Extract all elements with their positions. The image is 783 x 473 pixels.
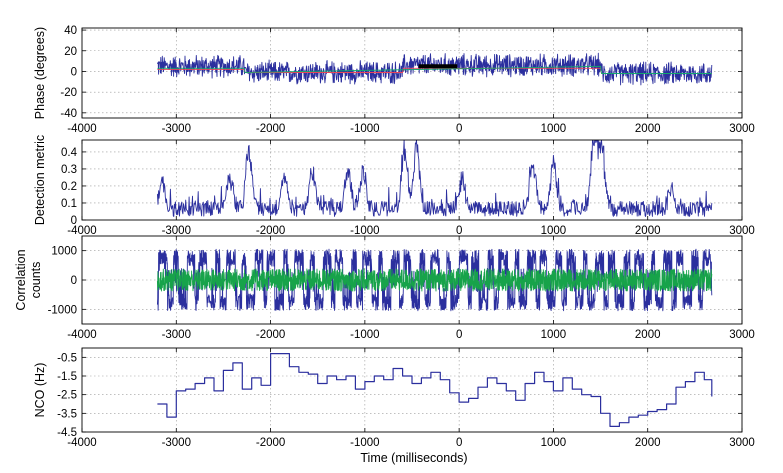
x-tick-label: 2000: [635, 437, 661, 449]
x-tick-label: 1000: [541, 329, 567, 341]
series-line-1: [157, 353, 713, 427]
x-tick-label: -1000: [350, 225, 379, 237]
chart-panel-1: -4000 -3000 -2000 -1000 0 1000 2000 3000 -40 -20 0…: [33, 25, 755, 135]
y-tick-label: -40: [60, 108, 77, 120]
x-tick-label: 3000: [729, 437, 755, 449]
y-tick-label: -0.5: [57, 352, 77, 364]
x-tick-label: 0: [456, 329, 462, 341]
x-tick-label: 2000: [635, 123, 661, 135]
x-tick-label: -2000: [256, 437, 285, 449]
chart-panel-4: -4000 -3000 -2000 -1000 0 1000 2000 3000 -0.5 -1.…: [33, 347, 755, 449]
x-tick-label: 0: [456, 225, 462, 237]
y-tick-label: -20: [60, 87, 77, 99]
x-tick-label: 3000: [729, 225, 755, 237]
y-tick-label: -2.5: [57, 390, 77, 402]
x-tick-label: -4000: [67, 329, 96, 341]
x-tick-label: 0: [456, 123, 462, 135]
y-tick-label: 20: [64, 46, 77, 58]
y-tick-label: 0.1: [61, 198, 77, 210]
y-axis-label: Correlationcounts: [14, 249, 43, 310]
axes-frame: [81, 139, 743, 221]
x-tick-label: 1000: [541, 123, 567, 135]
y-tick-label: 1000: [51, 246, 77, 258]
chart-panel-3: -4000 -3000 -2000 -1000 0 1000 2000 3000 -1000 0 1…: [14, 235, 755, 341]
x-tick-label: 1000: [541, 225, 567, 237]
y-tick-label: 0: [71, 66, 77, 78]
y-tick-label: -1000: [48, 304, 77, 316]
axes-frame: [81, 27, 743, 119]
y-tick-label: 40: [64, 25, 77, 37]
x-tick-label: 3000: [729, 123, 755, 135]
x-tick-label: 2000: [635, 225, 661, 237]
x-tick-label: 3000: [729, 329, 755, 341]
y-tick-label: 0.3: [61, 164, 77, 176]
x-tick-label: -1000: [350, 123, 379, 135]
x-tick-label: -4000: [67, 225, 96, 237]
x-tick-label: -3000: [162, 437, 191, 449]
y-tick-label: -4.5: [57, 427, 77, 439]
y-axis-label: Phase (degrees): [33, 27, 47, 119]
plot-area: [156, 248, 713, 312]
plot-area: [156, 52, 713, 86]
x-tick-label: -4000: [67, 123, 96, 135]
x-tick-label: -4000: [67, 437, 96, 449]
series-line-2: [156, 268, 713, 292]
y-tick-label: 0: [71, 215, 77, 227]
x-tick-label: -1000: [350, 437, 379, 449]
x-axis-label: Time (milliseconds): [360, 451, 467, 465]
x-tick-label: 1000: [541, 437, 567, 449]
x-tick-label: -3000: [162, 329, 191, 341]
x-tick-label: -3000: [162, 225, 191, 237]
x-tick-label: -2000: [256, 225, 285, 237]
y-tick-label: 0: [71, 275, 77, 287]
series-line-1: [156, 248, 713, 312]
plot-area: [156, 140, 713, 217]
x-tick-label: -3000: [162, 123, 191, 135]
y-tick-label: -3.5: [57, 408, 77, 420]
x-tick-label: -2000: [256, 329, 285, 341]
x-tick-label: 2000: [635, 329, 661, 341]
series-line-1: [156, 140, 713, 217]
series-line-3: [157, 65, 712, 74]
x-tick-label: -2000: [256, 123, 285, 135]
y-tick-label: -1.5: [57, 371, 77, 383]
y-tick-label: 0.2: [61, 181, 77, 193]
y-axis-label: NCO (Hz): [33, 363, 47, 418]
plot-area: [157, 353, 713, 427]
axes-frame: [81, 347, 743, 433]
chart-panel-2: -4000 -3000 -2000 -1000 0 1000 2000 3000 0 0.1 0.2…: [33, 135, 755, 237]
y-axis-label: Detection metric: [33, 135, 47, 225]
x-tick-label: -1000: [350, 329, 379, 341]
x-tick-label: 0: [456, 437, 462, 449]
y-tick-label: 0.4: [61, 147, 78, 159]
